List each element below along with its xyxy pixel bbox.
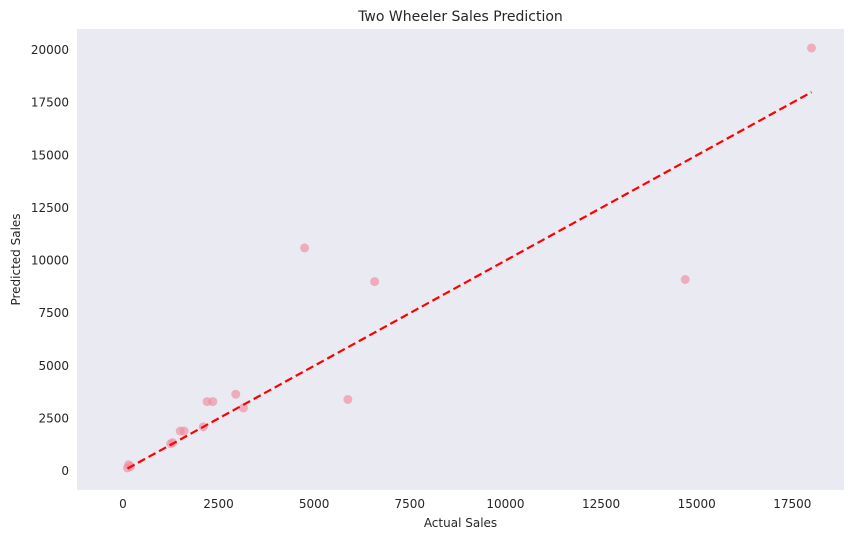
y-tick-label: 7500 xyxy=(38,306,69,320)
data-point xyxy=(179,426,189,436)
x-axis-label: Actual Sales xyxy=(424,516,497,530)
y-axis-label: Predicted Sales xyxy=(9,213,23,305)
x-tick-label: 12500 xyxy=(582,497,620,511)
plot-area xyxy=(77,29,844,490)
reference-line xyxy=(126,91,813,470)
chart-title: Two Wheeler Sales Prediction xyxy=(357,9,563,25)
y-tick-label: 0 xyxy=(61,464,69,478)
data-point xyxy=(238,403,248,413)
x-tick-label: 5000 xyxy=(299,497,330,511)
x-tick-label: 17500 xyxy=(773,497,811,511)
data-point xyxy=(300,243,310,253)
y-tick-label: 20000 xyxy=(31,43,69,57)
y-tick-label: 5000 xyxy=(38,359,69,373)
y-tick-label: 12500 xyxy=(31,201,69,215)
y-tick-label: 15000 xyxy=(31,148,69,162)
data-point xyxy=(680,274,690,284)
x-tick-label: 10000 xyxy=(486,497,524,511)
x-tick-label: 0 xyxy=(119,497,127,511)
data-point xyxy=(370,277,380,287)
data-point xyxy=(208,397,218,407)
data-point xyxy=(231,389,241,399)
data-point xyxy=(806,43,816,53)
x-tick-label: 2500 xyxy=(203,497,234,511)
x-tick-label: 7500 xyxy=(395,497,426,511)
y-tick-label: 17500 xyxy=(31,96,69,110)
y-tick-label: 10000 xyxy=(31,254,69,268)
y-tick-label: 2500 xyxy=(38,411,69,425)
data-point xyxy=(343,394,353,404)
x-tick-label: 15000 xyxy=(678,497,716,511)
